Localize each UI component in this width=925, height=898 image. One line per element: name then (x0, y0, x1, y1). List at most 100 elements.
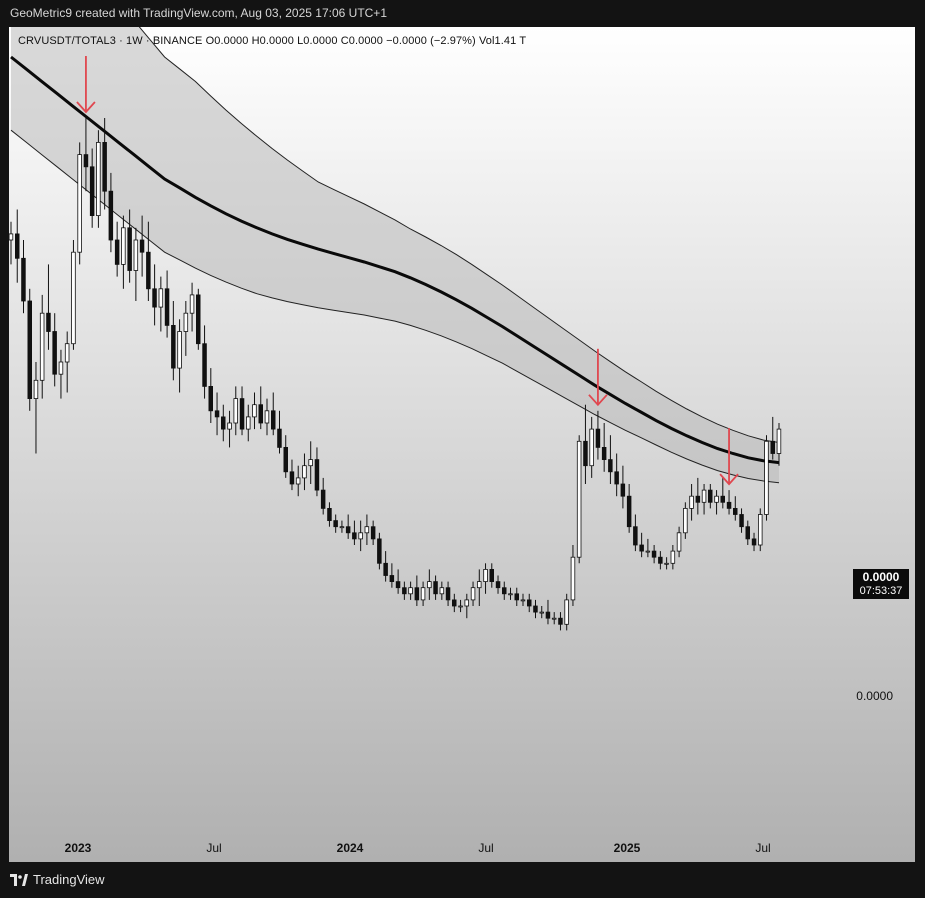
candle (626, 484, 632, 533)
candle (683, 502, 688, 539)
candle (364, 514, 370, 545)
candle (27, 288, 32, 411)
time-axis-label: Jul (755, 841, 771, 855)
candle (445, 581, 451, 606)
candle (714, 490, 719, 515)
candle (114, 221, 120, 277)
candle (320, 477, 326, 515)
candle (96, 130, 101, 228)
candle (71, 240, 76, 350)
candle (189, 282, 195, 332)
candle (458, 599, 463, 613)
candle (776, 423, 782, 466)
candle (501, 581, 507, 600)
candle (395, 569, 401, 594)
candle (245, 404, 251, 442)
candle (533, 599, 538, 619)
candle (15, 209, 20, 283)
candle (258, 386, 263, 430)
candle (345, 514, 351, 539)
candle (420, 581, 426, 606)
annotation-arrow (719, 428, 739, 486)
candle (220, 404, 226, 442)
candle (770, 416, 776, 460)
candle (720, 477, 726, 509)
candle (333, 514, 338, 533)
candle (739, 508, 744, 533)
candle (633, 514, 638, 552)
candle (58, 349, 64, 399)
midline (10, 55, 780, 465)
candle (489, 563, 494, 588)
candle (377, 532, 382, 570)
candle (451, 593, 457, 613)
candle (389, 563, 395, 588)
candle (464, 593, 469, 619)
candle (651, 545, 657, 564)
symbol-legend[interactable]: CRVUSDT/TOTAL3 · 1W · BINANCE O0.0000 H0… (18, 35, 527, 47)
chart-caption: GeoMetric9 created with TradingView.com,… (10, 6, 387, 20)
tradingview-logo-icon (10, 873, 28, 886)
candle (608, 435, 613, 484)
candle (39, 294, 45, 399)
candle (121, 215, 126, 289)
upper-band-line (138, 27, 780, 443)
candle (695, 477, 701, 515)
price-plot[interactable] (9, 27, 915, 862)
chart-pane[interactable]: CRVUSDT/TOTAL3 · 1W · BINANCE O0.0000 H0… (9, 27, 915, 862)
candle (171, 301, 176, 381)
candle (564, 593, 569, 631)
candle (283, 435, 288, 478)
candle (102, 118, 107, 210)
candle (514, 587, 519, 606)
candle (314, 447, 320, 497)
candle (233, 386, 238, 436)
candle (751, 532, 757, 552)
candle (645, 538, 651, 558)
candle (183, 301, 189, 356)
candle (614, 453, 619, 497)
time-axis[interactable]: 2023 Jul 2024 Jul 2025 Jul (9, 839, 915, 859)
candle (146, 221, 151, 301)
bar-countdown: 07:53:37 (859, 585, 903, 597)
candle (764, 435, 769, 521)
candle (289, 459, 295, 491)
candle (664, 557, 669, 570)
candle (339, 520, 345, 533)
candle (64, 331, 70, 393)
candle (676, 526, 682, 558)
time-axis-label: 2023 (64, 841, 92, 855)
candle (527, 593, 532, 613)
candle (427, 569, 432, 600)
candle (726, 490, 732, 515)
last-price-tag: 0.0000 07:53:37 (853, 569, 909, 599)
candle (689, 484, 694, 521)
candle (152, 264, 157, 326)
candle (214, 392, 220, 436)
annotation-arrow (76, 56, 96, 114)
candle (370, 520, 376, 545)
brand-name: TradingView (33, 872, 105, 887)
candle (495, 575, 501, 594)
candle (202, 325, 207, 399)
candle (358, 520, 363, 552)
candle (483, 563, 488, 594)
candle (133, 227, 139, 301)
candle (383, 551, 388, 582)
candle (433, 575, 438, 600)
time-axis-label: 2025 (613, 841, 641, 855)
candle (352, 520, 357, 545)
candle (108, 172, 114, 253)
candle (252, 392, 257, 430)
candle (402, 581, 407, 600)
candle (658, 551, 663, 570)
candle (195, 288, 201, 350)
candle (277, 410, 282, 454)
time-axis-label: 2024 (336, 841, 364, 855)
candle (208, 368, 213, 423)
tradingview-brand[interactable]: TradingView (10, 872, 105, 887)
candle (476, 569, 482, 606)
candle (733, 496, 738, 521)
candle (414, 575, 420, 606)
candle (745, 520, 751, 545)
